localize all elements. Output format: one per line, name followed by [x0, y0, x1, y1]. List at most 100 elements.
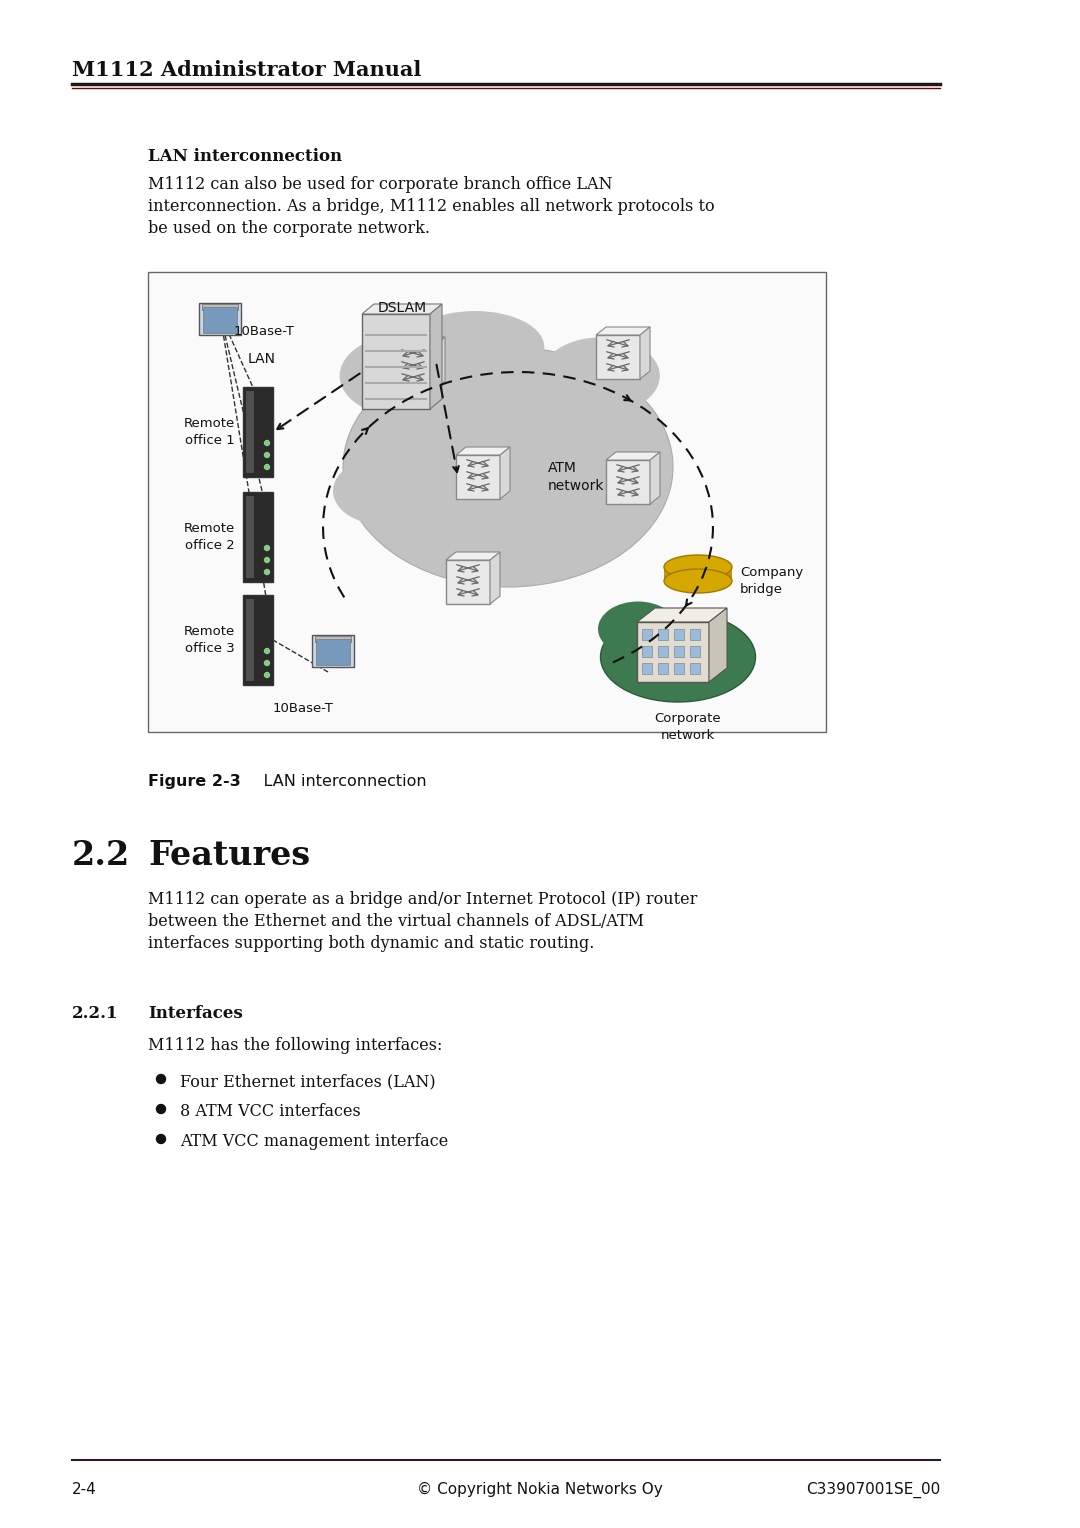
- FancyBboxPatch shape: [243, 492, 273, 582]
- Text: interconnection. As a bridge, M1112 enables all network protocols to: interconnection. As a bridge, M1112 enab…: [148, 199, 715, 215]
- FancyBboxPatch shape: [446, 559, 490, 604]
- Text: M1112 Administrator Manual: M1112 Administrator Manual: [72, 60, 421, 79]
- Text: 2-4: 2-4: [72, 1482, 97, 1497]
- FancyBboxPatch shape: [362, 313, 430, 410]
- FancyBboxPatch shape: [203, 307, 237, 333]
- Circle shape: [265, 660, 270, 666]
- FancyBboxPatch shape: [674, 646, 684, 657]
- Ellipse shape: [578, 455, 670, 518]
- Circle shape: [265, 545, 270, 550]
- Text: 2.2: 2.2: [72, 839, 131, 872]
- Polygon shape: [500, 448, 510, 500]
- FancyBboxPatch shape: [456, 455, 500, 500]
- Ellipse shape: [600, 613, 756, 701]
- Polygon shape: [640, 327, 650, 379]
- Text: Remote
office 2: Remote office 2: [184, 523, 235, 552]
- Text: Company
bridge: Company bridge: [740, 565, 804, 596]
- FancyBboxPatch shape: [690, 663, 700, 674]
- FancyBboxPatch shape: [658, 630, 669, 640]
- Ellipse shape: [664, 568, 732, 593]
- FancyBboxPatch shape: [312, 636, 354, 668]
- Text: C33907001SE_00: C33907001SE_00: [806, 1482, 940, 1497]
- Ellipse shape: [340, 335, 465, 417]
- Text: Remote
office 1: Remote office 1: [184, 417, 235, 448]
- FancyBboxPatch shape: [199, 303, 241, 335]
- Text: Interfaces: Interfaces: [148, 1005, 243, 1022]
- Text: Remote
office 3: Remote office 3: [184, 625, 235, 656]
- FancyBboxPatch shape: [246, 599, 254, 681]
- FancyBboxPatch shape: [637, 622, 708, 681]
- Polygon shape: [596, 327, 650, 335]
- Polygon shape: [650, 452, 660, 504]
- FancyBboxPatch shape: [243, 387, 273, 477]
- Text: M1112 has the following interfaces:: M1112 has the following interfaces:: [148, 1038, 443, 1054]
- FancyBboxPatch shape: [316, 639, 350, 665]
- Text: © Copyright Nokia Networks Oy: © Copyright Nokia Networks Oy: [417, 1482, 663, 1497]
- Text: M1112 can also be used for corporate branch office LAN: M1112 can also be used for corporate bra…: [148, 176, 612, 193]
- FancyBboxPatch shape: [596, 335, 640, 379]
- Ellipse shape: [598, 602, 678, 657]
- FancyBboxPatch shape: [690, 646, 700, 657]
- Text: between the Ethernet and the virtual channels of ADSL/ATM: between the Ethernet and the virtual cha…: [148, 914, 644, 931]
- Polygon shape: [446, 552, 500, 559]
- Text: 2.2.1: 2.2.1: [72, 1005, 119, 1022]
- Text: LAN interconnection: LAN interconnection: [243, 775, 427, 788]
- Text: Features: Features: [148, 839, 310, 872]
- Ellipse shape: [406, 312, 544, 384]
- FancyBboxPatch shape: [642, 630, 652, 640]
- Circle shape: [157, 1074, 165, 1083]
- FancyBboxPatch shape: [315, 636, 351, 642]
- Text: DSLAM: DSLAM: [377, 301, 427, 315]
- Circle shape: [265, 452, 270, 457]
- FancyBboxPatch shape: [243, 594, 273, 685]
- Text: ATM
network: ATM network: [548, 461, 605, 494]
- FancyBboxPatch shape: [642, 663, 652, 674]
- Text: Four Ethernet interfaces (LAN): Four Ethernet interfaces (LAN): [180, 1073, 435, 1089]
- FancyBboxPatch shape: [674, 663, 684, 674]
- Ellipse shape: [333, 457, 432, 524]
- Polygon shape: [435, 338, 445, 390]
- Circle shape: [157, 1134, 165, 1143]
- Polygon shape: [456, 448, 510, 455]
- FancyBboxPatch shape: [658, 663, 669, 674]
- Ellipse shape: [664, 555, 732, 579]
- Polygon shape: [637, 608, 727, 622]
- FancyBboxPatch shape: [246, 391, 254, 474]
- Circle shape: [265, 672, 270, 677]
- Text: ATM VCC management interface: ATM VCC management interface: [180, 1132, 448, 1151]
- Circle shape: [265, 465, 270, 469]
- Text: Figure 2-3: Figure 2-3: [148, 775, 241, 788]
- Circle shape: [265, 648, 270, 654]
- Polygon shape: [391, 338, 445, 345]
- Text: 10Base-T: 10Base-T: [234, 325, 295, 338]
- Circle shape: [265, 558, 270, 562]
- Text: LAN interconnection: LAN interconnection: [148, 148, 342, 165]
- Polygon shape: [708, 608, 727, 681]
- Text: Corporate
network: Corporate network: [654, 712, 721, 743]
- FancyBboxPatch shape: [674, 630, 684, 640]
- Polygon shape: [362, 304, 442, 313]
- Text: LAN: LAN: [248, 351, 276, 367]
- FancyBboxPatch shape: [246, 497, 254, 578]
- Text: 8 ATM VCC interfaces: 8 ATM VCC interfaces: [180, 1103, 361, 1120]
- Polygon shape: [430, 304, 442, 410]
- FancyBboxPatch shape: [664, 567, 732, 581]
- Circle shape: [157, 1105, 165, 1114]
- Ellipse shape: [541, 338, 660, 414]
- Circle shape: [265, 570, 270, 575]
- Polygon shape: [490, 552, 500, 604]
- FancyBboxPatch shape: [391, 345, 435, 390]
- Text: be used on the corporate network.: be used on the corporate network.: [148, 220, 430, 237]
- FancyBboxPatch shape: [606, 460, 650, 504]
- FancyBboxPatch shape: [642, 646, 652, 657]
- Text: 10Base-T: 10Base-T: [273, 701, 334, 715]
- FancyBboxPatch shape: [202, 304, 238, 310]
- FancyBboxPatch shape: [690, 630, 700, 640]
- Circle shape: [265, 440, 270, 446]
- Ellipse shape: [343, 347, 673, 587]
- Text: interfaces supporting both dynamic and static routing.: interfaces supporting both dynamic and s…: [148, 935, 594, 952]
- FancyBboxPatch shape: [658, 646, 669, 657]
- Polygon shape: [606, 452, 660, 460]
- Text: M1112 can operate as a bridge and/or Internet Protocol (IP) router: M1112 can operate as a bridge and/or Int…: [148, 891, 698, 908]
- FancyBboxPatch shape: [148, 272, 826, 732]
